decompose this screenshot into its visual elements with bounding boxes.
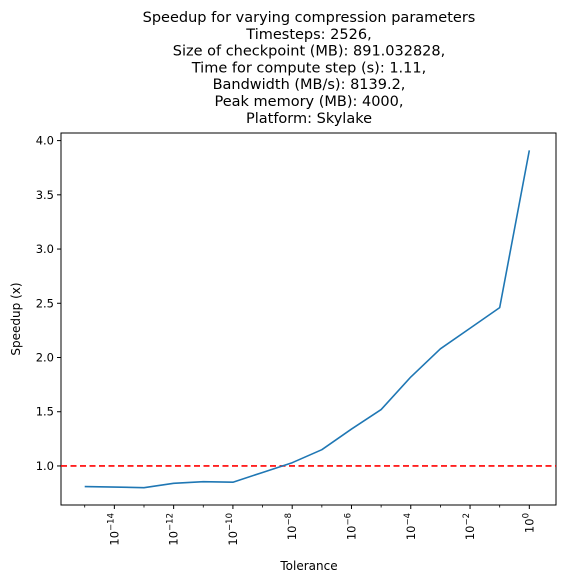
title-line: Time for compute step (s): 1.11, bbox=[191, 60, 426, 76]
title-line: Speedup for varying compression paramete… bbox=[143, 10, 476, 26]
x-tick-label: 10−4 bbox=[403, 513, 418, 540]
x-tick-label: 10−6 bbox=[343, 513, 358, 540]
y-tick-label: 4.0 bbox=[36, 134, 54, 148]
x-tick-label: 100 bbox=[521, 513, 536, 533]
y-tick-label: 3.5 bbox=[36, 188, 54, 202]
y-axis: 1.0 1.5 2.0 2.5 3.0 3.5 4.0 bbox=[36, 134, 61, 473]
series-points bbox=[84, 150, 530, 488]
title-line: Peak memory (MB): 4000, bbox=[214, 94, 403, 110]
title-line: Size of checkpoint (MB): 891.032828, bbox=[173, 44, 446, 60]
x-tick-label: 10−2 bbox=[462, 513, 477, 540]
y-tick-label: 3.0 bbox=[36, 242, 54, 256]
y-tick-label: 1.5 bbox=[36, 405, 54, 419]
x-tick-label: 10−10 bbox=[225, 513, 240, 546]
plot-area-frame bbox=[60, 132, 557, 506]
x-tick-label: 10−8 bbox=[284, 513, 299, 540]
title-line: Platform: Skylake bbox=[246, 111, 372, 127]
y-tick-label: 2.5 bbox=[36, 296, 54, 310]
y-tick-label: 1.0 bbox=[36, 459, 54, 473]
x-tick-label: 10−12 bbox=[166, 513, 181, 546]
title-line: Bandwidth (MB/s): 8139.2, bbox=[213, 77, 406, 93]
x-axis-label: Tolerance bbox=[279, 559, 337, 573]
x-tick-label: 10−14 bbox=[106, 513, 121, 546]
y-tick-label: 2.0 bbox=[36, 351, 54, 365]
chart-title: Speedup for varying compression paramete… bbox=[143, 10, 476, 127]
title-line: Timesteps: 2526, bbox=[245, 27, 371, 43]
series-line-speedup bbox=[84, 150, 531, 489]
y-axis-label: Speedup (x) bbox=[9, 282, 23, 355]
x-axis: 10−14 10−12 10−10 10−8 10−6 10−4 10−2 100 bbox=[84, 505, 536, 546]
